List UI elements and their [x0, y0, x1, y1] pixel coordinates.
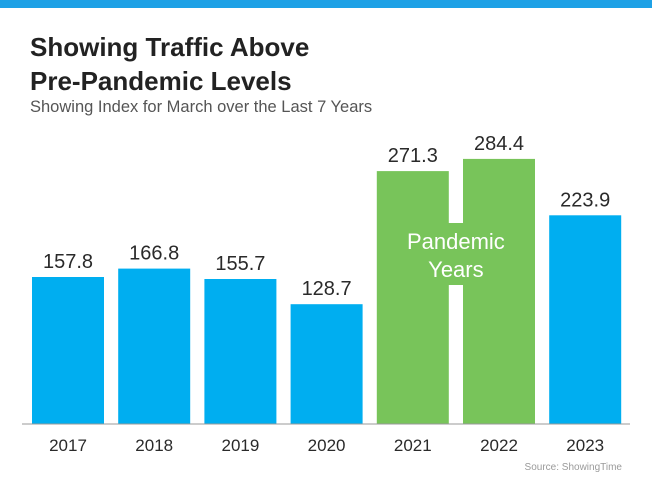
bar-2018 [118, 268, 191, 424]
value-label-2018: 166.8 [129, 243, 179, 265]
pandemic-label-line-1: Pandemic [407, 229, 505, 254]
value-label-2019: 155.7 [215, 253, 265, 275]
value-label-2021: 271.3 [388, 145, 438, 167]
bar-2020 [290, 304, 363, 424]
value-label-2020: 128.7 [302, 278, 352, 300]
title-line-1: Showing Traffic Above [30, 32, 310, 62]
labels-layer: 157.8 2017 166.8 2018 155.7 2019 128.7 2020 271.… [43, 133, 610, 455]
bars-layer [32, 158, 622, 424]
tick-label-2017: 2017 [49, 436, 87, 455]
tick-label-2020: 2020 [308, 436, 346, 455]
pandemic-label-line-2: Years [428, 257, 483, 282]
tick-label-2019: 2019 [221, 436, 259, 455]
bar-2021 [376, 171, 449, 424]
tick-label-2023: 2023 [566, 436, 604, 455]
top-accent-bar [0, 0, 652, 8]
tick-label-2021: 2021 [394, 436, 432, 455]
value-label-2022: 284.4 [474, 133, 524, 155]
bar-2022 [463, 158, 535, 424]
chart-title: Showing Traffic Above Pre-Pandemic Level… [30, 30, 630, 98]
tick-label-2018: 2018 [135, 436, 173, 455]
pandemic-bridge [447, 223, 464, 285]
source-note: Source: ShowingTime [524, 462, 622, 473]
bar-2019 [204, 279, 277, 424]
chart-subtitle: Showing Index for March over the Last 7 … [30, 98, 373, 116]
value-label-2023: 223.9 [560, 189, 610, 211]
bar-2017 [32, 277, 104, 424]
value-label-2017: 157.8 [43, 251, 93, 273]
tick-label-2022: 2022 [480, 436, 518, 455]
title-line-2: Pre-Pandemic Levels [30, 66, 292, 96]
bar-2023 [549, 215, 622, 424]
